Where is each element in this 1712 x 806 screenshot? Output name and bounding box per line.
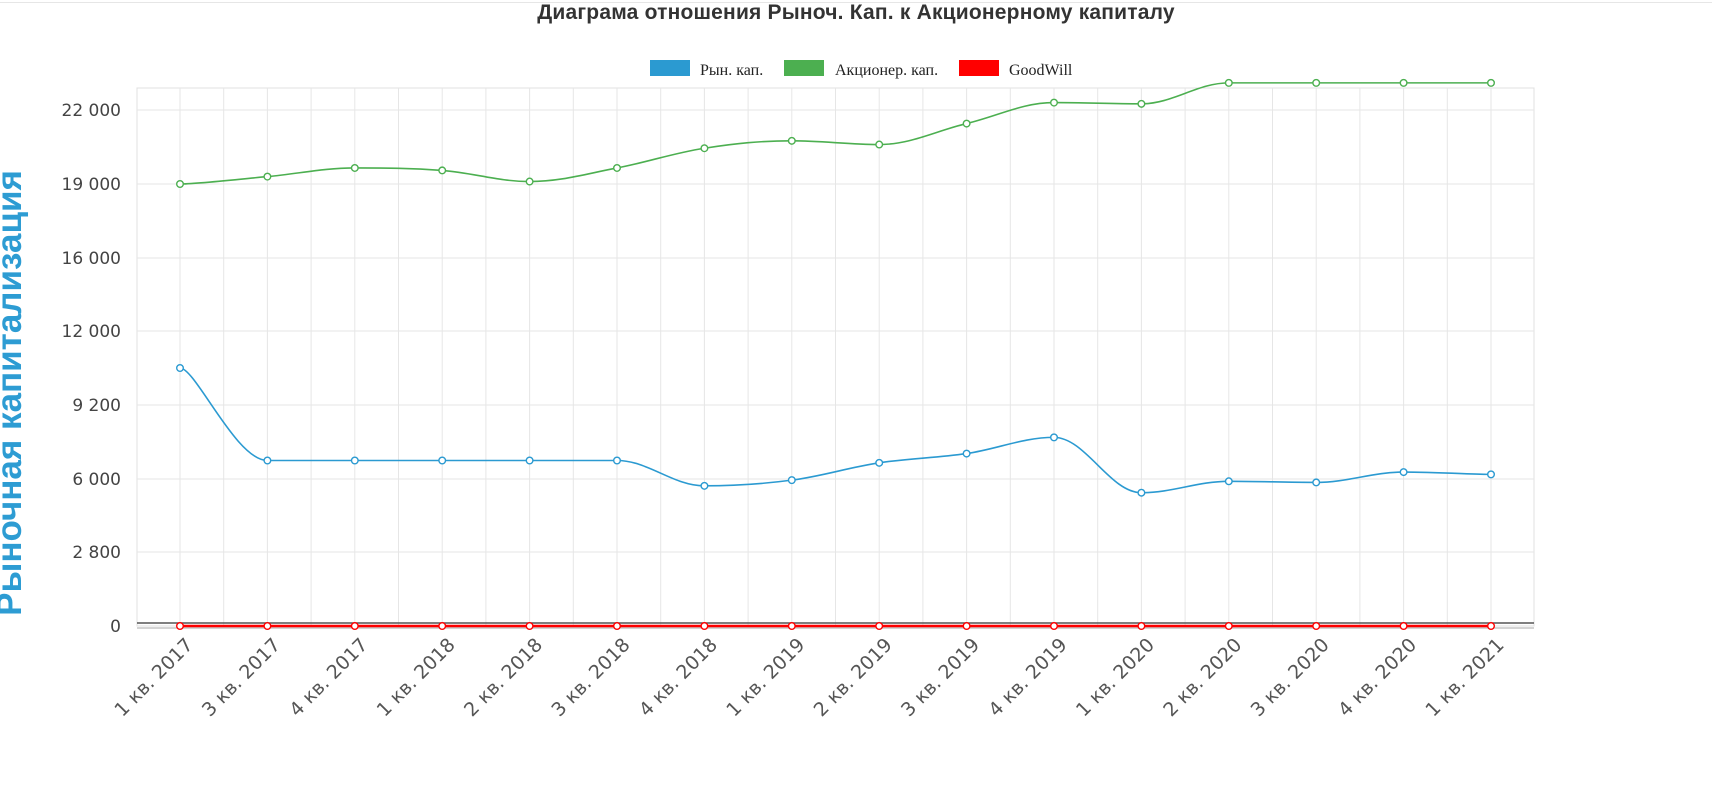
data-point-equity[interactable] bbox=[875, 140, 884, 149]
series-equity bbox=[175, 78, 1495, 188]
data-point-goodwill[interactable] bbox=[962, 622, 971, 631]
series-goodwill bbox=[175, 622, 1495, 631]
data-point-goodwill[interactable] bbox=[613, 622, 622, 631]
x-tick-label: 1 кв. 2017 bbox=[110, 634, 197, 721]
data-point-equity[interactable] bbox=[613, 163, 622, 172]
data-point-market-cap[interactable] bbox=[1312, 478, 1321, 487]
data-point-goodwill[interactable] bbox=[350, 622, 359, 631]
x-tick-label: 1 кв. 2021 bbox=[1421, 634, 1508, 721]
legend-label-market-cap: Рын. кап. bbox=[700, 62, 763, 79]
legend-item-goodwill[interactable]: GoodWill bbox=[959, 60, 1073, 79]
series-layer bbox=[175, 78, 1495, 631]
y-tick-label: 9 200 bbox=[72, 396, 121, 416]
data-point-market-cap[interactable] bbox=[350, 456, 359, 465]
legend-swatch-equity bbox=[784, 60, 824, 76]
data-point-market-cap[interactable] bbox=[962, 449, 971, 458]
y-tick-label: 2 800 bbox=[72, 543, 121, 563]
y-tick-label: 0 bbox=[110, 617, 121, 637]
data-point-equity[interactable] bbox=[1137, 99, 1146, 108]
series-line-market-cap bbox=[179, 367, 1492, 494]
series-line-equity bbox=[179, 82, 1491, 185]
y-tick-label: 22 000 bbox=[62, 101, 121, 121]
x-tick-label: 4 кв. 2018 bbox=[635, 634, 722, 721]
legend-item-market-cap[interactable]: Рын. кап. bbox=[650, 60, 763, 79]
y-tick-label: 12 000 bbox=[62, 322, 121, 342]
data-point-equity[interactable] bbox=[1399, 78, 1408, 87]
data-point-goodwill[interactable] bbox=[175, 622, 184, 631]
x-tick-label: 1 кв. 2018 bbox=[373, 634, 460, 721]
data-point-goodwill[interactable] bbox=[263, 622, 272, 631]
series-market-cap bbox=[175, 364, 1495, 497]
x-tick-label: 1 кв. 2020 bbox=[1072, 634, 1159, 721]
legend-swatch-goodwill bbox=[959, 60, 999, 76]
legend-label-equity: Акционер. кап. bbox=[835, 62, 938, 79]
x-tick-label: 3 кв. 2019 bbox=[897, 634, 984, 721]
legend-item-equity[interactable]: Акционер. кап. bbox=[784, 60, 938, 79]
data-point-goodwill[interactable] bbox=[525, 622, 534, 631]
data-point-market-cap[interactable] bbox=[1399, 468, 1408, 477]
data-point-goodwill[interactable] bbox=[1049, 622, 1058, 631]
y-axis: 0 2 800 6 000 9 200 12 000 16 000 19 000 22 000 bbox=[62, 101, 121, 637]
data-point-market-cap[interactable] bbox=[1137, 488, 1146, 497]
data-point-market-cap[interactable] bbox=[263, 456, 272, 465]
data-point-goodwill[interactable] bbox=[787, 622, 796, 631]
y-tick-label: 16 000 bbox=[62, 249, 121, 269]
x-tick-label: 2 кв. 2020 bbox=[1159, 634, 1246, 721]
x-tick-label: 3 кв. 2020 bbox=[1247, 634, 1334, 721]
x-tick-label: 1 кв. 2019 bbox=[722, 634, 809, 721]
data-point-goodwill[interactable] bbox=[1312, 622, 1321, 631]
axes bbox=[137, 622, 1534, 629]
data-point-market-cap[interactable] bbox=[613, 456, 622, 465]
data-point-equity[interactable] bbox=[175, 179, 184, 188]
data-point-equity[interactable] bbox=[700, 144, 709, 153]
y-tick-label: 6 000 bbox=[72, 470, 121, 490]
legend: Рын. кап. Акционер. кап. GoodWill bbox=[650, 60, 1073, 79]
x-axis: 1 кв. 2017 3 кв. 2017 4 кв. 2017 1 кв. 2018… bbox=[110, 634, 1508, 721]
data-point-market-cap[interactable] bbox=[700, 481, 709, 490]
data-point-goodwill[interactable] bbox=[875, 622, 884, 631]
data-point-goodwill[interactable] bbox=[438, 622, 447, 631]
x-tick-label: 4 кв. 2019 bbox=[984, 634, 1071, 721]
chart-title: Диаграма отношения Рыноч. Кап. к Акционе… bbox=[537, 1, 1175, 24]
data-point-market-cap[interactable] bbox=[1224, 477, 1233, 486]
data-point-equity[interactable] bbox=[525, 177, 534, 186]
data-point-equity[interactable] bbox=[787, 136, 796, 145]
data-point-goodwill[interactable] bbox=[1224, 622, 1233, 631]
x-tick-label: 2 кв. 2018 bbox=[460, 634, 547, 721]
data-point-market-cap[interactable] bbox=[438, 456, 447, 465]
data-point-market-cap[interactable] bbox=[1049, 433, 1058, 442]
data-point-goodwill[interactable] bbox=[1399, 622, 1408, 631]
data-point-equity[interactable] bbox=[263, 172, 272, 181]
data-point-market-cap[interactable] bbox=[525, 456, 534, 465]
data-point-goodwill[interactable] bbox=[700, 622, 709, 631]
data-point-equity[interactable] bbox=[1049, 98, 1058, 107]
data-point-goodwill[interactable] bbox=[1137, 622, 1146, 631]
x-tick-label: 2 кв. 2019 bbox=[810, 634, 897, 721]
x-tick-label: 4 кв. 2020 bbox=[1334, 634, 1421, 721]
data-point-market-cap[interactable] bbox=[875, 458, 884, 467]
data-point-market-cap[interactable] bbox=[787, 476, 796, 485]
legend-swatch-market-cap bbox=[650, 60, 690, 76]
data-point-equity[interactable] bbox=[350, 163, 359, 172]
data-point-equity[interactable] bbox=[1486, 78, 1495, 87]
data-point-goodwill[interactable] bbox=[1486, 622, 1495, 631]
y-tick-label: 19 000 bbox=[62, 175, 121, 195]
top-divider bbox=[0, 2, 1712, 3]
x-tick-label: 3 кв. 2017 bbox=[198, 634, 285, 721]
data-point-market-cap[interactable] bbox=[175, 364, 184, 373]
data-point-equity[interactable] bbox=[1224, 78, 1233, 87]
data-point-equity[interactable] bbox=[438, 166, 447, 175]
data-point-equity[interactable] bbox=[1312, 78, 1321, 87]
x-tick-label: 4 кв. 2017 bbox=[285, 634, 372, 721]
legend-label-goodwill: GoodWill bbox=[1009, 62, 1073, 79]
x-tick-label: 3 кв. 2018 bbox=[547, 634, 634, 721]
data-point-market-cap[interactable] bbox=[1486, 470, 1495, 479]
data-point-equity[interactable] bbox=[962, 119, 971, 128]
